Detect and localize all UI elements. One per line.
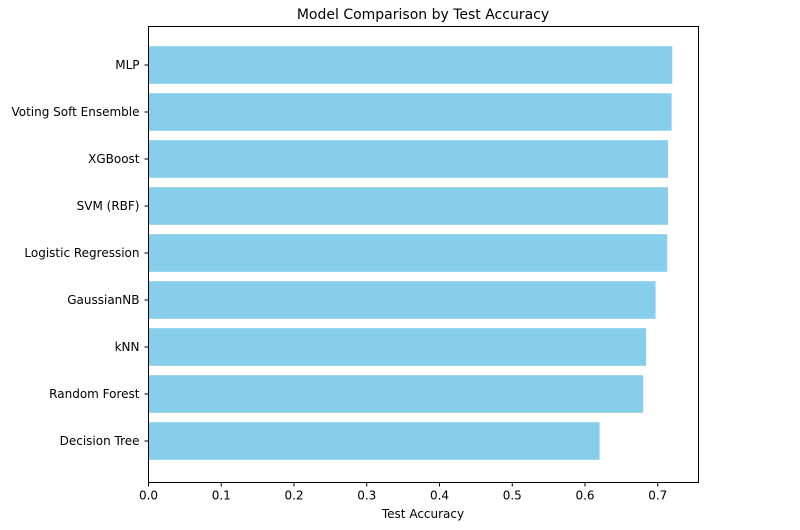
y-tick-label: Decision Tree bbox=[60, 434, 140, 448]
x-axis-ticks: 0.0 0.1 0.2 0.3 0.4 0.5 0.6 0.7 bbox=[139, 482, 667, 503]
bar-gaussiannb bbox=[148, 281, 656, 319]
x-tick-label: 0.3 bbox=[357, 489, 376, 503]
bar-mlp bbox=[148, 46, 673, 84]
x-tick-label: 0.5 bbox=[503, 489, 522, 503]
plot-frame bbox=[148, 26, 699, 483]
bar-xgboost bbox=[148, 140, 668, 178]
bar-random-forest bbox=[148, 375, 644, 413]
x-tick-label: 0.6 bbox=[575, 489, 594, 503]
x-tick-label: 0.1 bbox=[212, 489, 231, 503]
y-tick-label: SVM (RBF) bbox=[77, 199, 140, 213]
bars-group bbox=[148, 46, 673, 460]
bar-svm-rbf bbox=[148, 187, 668, 225]
bar-voting-soft-ensemble bbox=[148, 93, 672, 131]
bar-knn bbox=[148, 328, 647, 366]
y-axis-ticks: MLP Voting Soft Ensemble XGBoost SVM (RBF) L… bbox=[11, 58, 149, 448]
y-tick-label: MLP bbox=[115, 58, 139, 72]
x-tick-label: 0.2 bbox=[284, 489, 303, 503]
y-tick-label: Voting Soft Ensemble bbox=[11, 105, 139, 119]
y-tick-label: XGBoost bbox=[88, 152, 140, 166]
bar-logistic-regression bbox=[148, 234, 668, 272]
y-tick-label: Logistic Regression bbox=[24, 246, 139, 260]
y-tick-label: GaussianNB bbox=[67, 293, 139, 307]
x-tick-label: 0.4 bbox=[430, 489, 449, 503]
bar-decision-tree bbox=[148, 422, 600, 460]
y-tick-label: Random Forest bbox=[49, 387, 140, 401]
y-tick-label: kNN bbox=[115, 340, 140, 354]
chart-title: Model Comparison by Test Accuracy bbox=[297, 7, 549, 23]
x-axis-label: Test Accuracy bbox=[381, 507, 464, 521]
x-tick-label: 0.0 bbox=[139, 489, 158, 503]
x-tick-label: 0.7 bbox=[648, 489, 667, 503]
